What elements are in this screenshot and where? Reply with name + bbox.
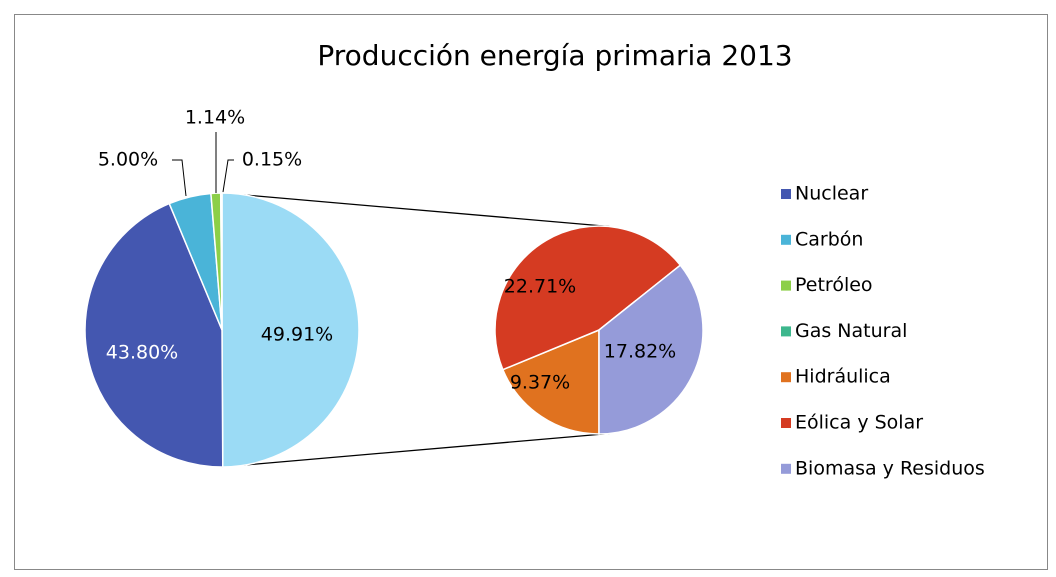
pie-slice [501, 328, 600, 435]
legend-swatch [781, 189, 791, 199]
legend-label: Petróleo [795, 274, 873, 296]
chart-title: Producción energía primaria 2013 [317, 39, 792, 72]
legend-label: Nuclear [795, 183, 868, 205]
connector-line [221, 432, 610, 468]
legend-swatch [781, 372, 791, 383]
leader-line [172, 159, 187, 197]
legend-swatch [781, 326, 791, 337]
legend-swatch [781, 234, 791, 245]
leader-line [222, 159, 234, 193]
data-label: 17.82% [604, 341, 676, 363]
legend-label: Gas Natural [795, 320, 907, 342]
data-label: 9.37% [510, 372, 570, 394]
legend-swatch [781, 463, 791, 474]
data-label: 0.15% [242, 149, 302, 171]
connector-line [221, 192, 610, 228]
pie-slice [84, 202, 224, 468]
pie-slice [221, 192, 360, 468]
legend-label: Hidráulica [795, 366, 891, 388]
legend-label: Biomasa y Residuos [795, 457, 985, 479]
pie-slice [494, 225, 682, 371]
data-label: 5.00% [98, 149, 158, 171]
pie-slice [598, 264, 704, 435]
legend-label: Carbón [795, 228, 863, 250]
legend-swatch [781, 418, 791, 428]
data-label: 49.91% [261, 324, 333, 346]
data-label: 1.14% [185, 107, 245, 129]
legend-label: Eólica y Solar [795, 412, 923, 434]
data-label: 22.71% [504, 276, 576, 298]
legend-swatch [781, 280, 791, 291]
data-label: 43.80% [106, 342, 178, 364]
pie-slice [219, 192, 223, 331]
